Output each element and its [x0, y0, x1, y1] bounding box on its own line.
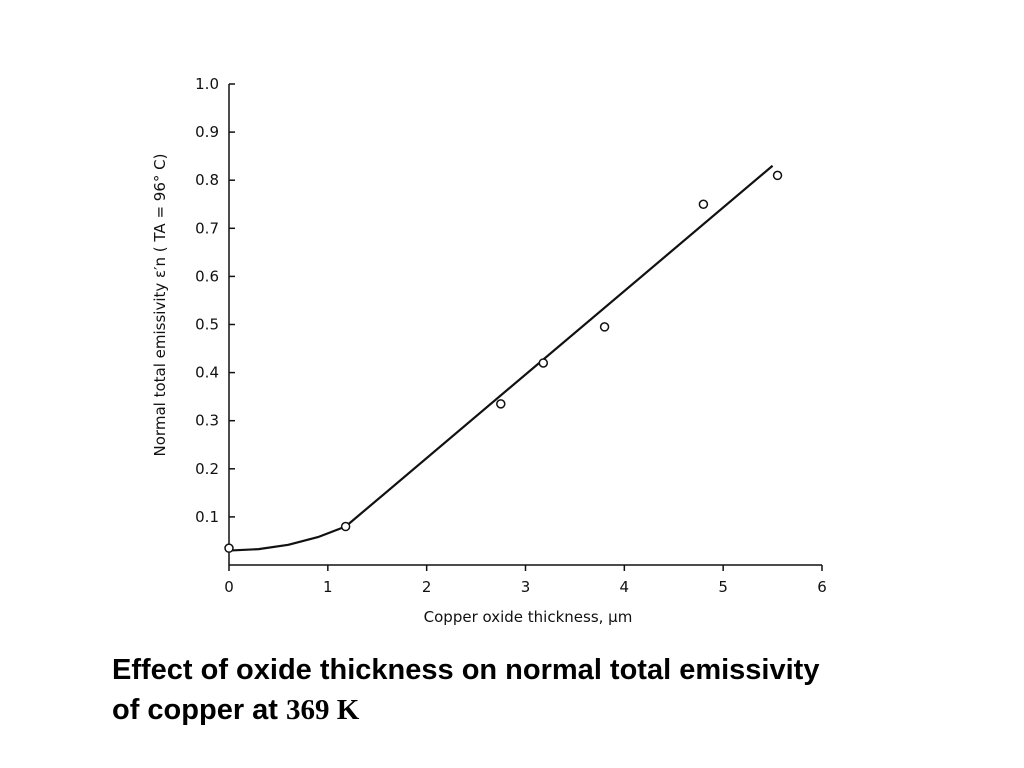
caption-temperature: 369 K — [286, 694, 360, 726]
y-tick-label: 0.5 — [195, 316, 219, 334]
y-tick-label: 0.1 — [195, 508, 219, 526]
caption-line-2: of copper at 369 K — [112, 690, 992, 730]
x-tick-label: 5 — [718, 578, 728, 596]
axes — [228, 84, 822, 566]
data-point — [698, 199, 709, 209]
x-tick-label: 6 — [817, 578, 827, 596]
y-tick-label: 0.2 — [195, 460, 219, 478]
y-tick-label: 0.6 — [195, 267, 219, 285]
y-tick-label: 0.4 — [195, 364, 219, 382]
data-point — [340, 521, 351, 532]
data-point — [772, 170, 783, 181]
y-tick-label: 1.0 — [195, 75, 219, 93]
fit-curve-layer — [228, 164, 774, 552]
fit-line — [228, 164, 774, 552]
caption-line-1: Effect of oxide thickness on normal tota… — [112, 654, 820, 686]
x-tick-label: 3 — [521, 578, 531, 596]
data-point — [538, 358, 549, 368]
ticks: 0 1 2 3 4 5 6 0.1 0.2 0.3 0.4 0.5 0.6 0.7 0.8 0.9 1.0 — [195, 75, 827, 596]
y-axis-title: Normal total emissivity ε′n ( TA = 96° C… — [151, 154, 169, 457]
y-tick-label: 0.7 — [195, 219, 219, 237]
caption-line-2-prefix: of copper at — [112, 694, 287, 726]
x-tick-label: 1 — [323, 578, 333, 596]
x-tick-label: 2 — [422, 578, 432, 596]
data-point — [224, 543, 234, 553]
data-point — [599, 322, 610, 332]
x-tick-label: 0 — [224, 578, 234, 596]
figure-caption: Effect of oxide thickness on normal tota… — [112, 650, 992, 730]
x-axis-title: Copper oxide thickness, μm — [424, 608, 633, 626]
y-tick-label: 0.3 — [195, 412, 219, 430]
x-tick-label: 4 — [620, 578, 630, 596]
y-tick-label: 0.9 — [195, 123, 219, 141]
y-tick-label: 0.8 — [195, 171, 219, 189]
data-points — [224, 170, 783, 553]
data-point — [496, 399, 506, 409]
